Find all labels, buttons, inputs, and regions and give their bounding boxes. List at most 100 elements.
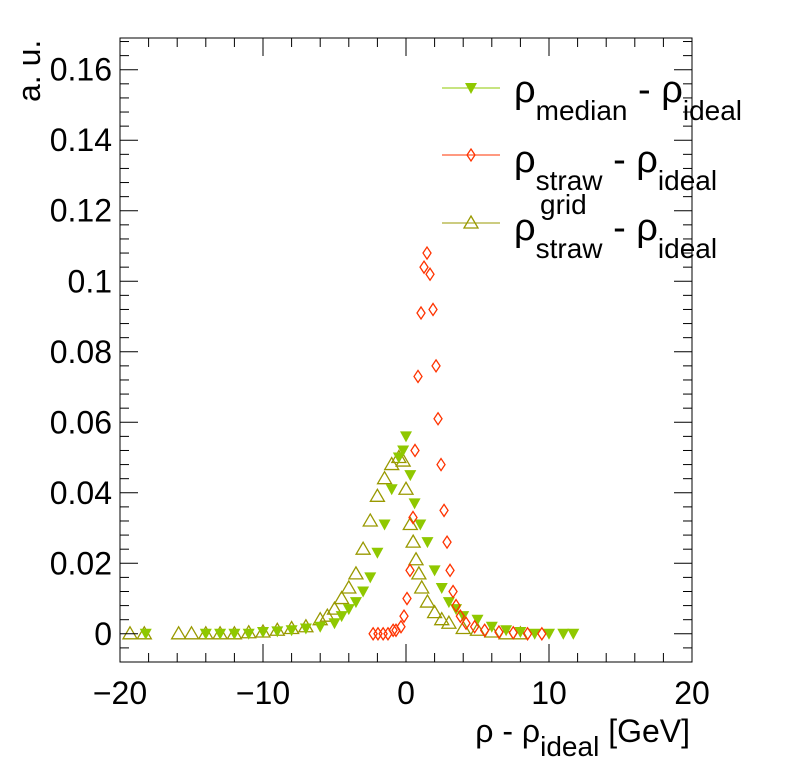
tick-labels: −20 −10 0 10 20 0 0.02 0.04 0.06 0.08 0.1 0.12 0.14 0… xyxy=(50,52,710,711)
data-point-series-1 xyxy=(422,245,432,261)
x-tick-label: 20 xyxy=(674,675,710,711)
x-axis-label: ρ - ρideal [GeV] xyxy=(475,713,690,762)
data-point-series-0 xyxy=(421,537,434,549)
data-point-series-1 xyxy=(402,591,412,606)
data-point-series-0 xyxy=(435,582,448,594)
data-point-series-1 xyxy=(494,624,504,640)
legend-entry-straw: ρstraw - ρideal xyxy=(442,139,717,196)
data-point-series-0 xyxy=(404,470,417,482)
data-point-series-1 xyxy=(469,619,480,634)
data-point-series-1 xyxy=(522,626,533,641)
data-point-series-0 xyxy=(528,628,541,640)
svg-text:ρstraw - ρideal: ρstraw - ρideal xyxy=(514,139,717,196)
y-tick-label: 0.08 xyxy=(50,334,112,370)
data-point-series-1 xyxy=(378,626,388,641)
plot-frame xyxy=(119,37,693,663)
data-point-series-0 xyxy=(408,498,421,510)
data-point-series-0 xyxy=(385,484,398,496)
x-tick-label: 10 xyxy=(531,675,567,711)
data-point-series-2 xyxy=(440,614,458,629)
data-point-series-0 xyxy=(392,452,405,464)
data-point-series-0 xyxy=(335,611,348,623)
data-point-series-0 xyxy=(428,565,441,577)
svg-text:ρstraw - ρideal: ρstraw - ρideal xyxy=(514,207,717,264)
data-point-series-2 xyxy=(347,565,365,580)
legend: ρmedian - ρideal ρstraw - ρideal ρstraw … xyxy=(442,69,742,264)
data-point-series-1 xyxy=(410,443,420,458)
data-point-series-0 xyxy=(557,628,570,640)
data-point-series-0 xyxy=(328,618,341,630)
data-point-series-0 xyxy=(371,547,384,559)
data-point-series-2 xyxy=(397,480,415,495)
data-point-series-0 xyxy=(257,627,269,639)
y-tick-label: 0 xyxy=(94,616,112,652)
data-point-series-1 xyxy=(442,534,452,550)
data-point-series-2 xyxy=(170,625,187,640)
data-point-series-2 xyxy=(121,625,139,640)
x-tick-label: 0 xyxy=(397,675,415,711)
data-point-series-2 xyxy=(426,604,443,619)
data-point-series-0 xyxy=(457,611,470,623)
data-point-series-0 xyxy=(543,628,555,640)
y-tick-label: 0.02 xyxy=(50,545,112,581)
data-point-series-2 xyxy=(333,590,350,605)
data-point-series-2 xyxy=(405,533,422,548)
y-tick-label: 0.12 xyxy=(50,193,112,229)
data-point-series-0 xyxy=(228,628,241,640)
axis-ticks xyxy=(119,38,693,663)
data-point-series-1 xyxy=(419,259,429,275)
data-point-series-0 xyxy=(378,519,391,531)
data-point-series-2 xyxy=(383,456,400,471)
data-point-series-0 xyxy=(442,597,455,609)
data-point-series-0 xyxy=(242,628,255,640)
y-axis-label: a. u. xyxy=(11,40,47,102)
data-point-series-1 xyxy=(416,305,426,321)
data-point-series-1 xyxy=(368,626,378,641)
data-point-series-0 xyxy=(471,614,484,626)
data-point-series-1 xyxy=(461,616,471,631)
data-point-series-0 xyxy=(139,628,152,640)
data-point-series-2 xyxy=(419,593,436,608)
data-point-series-0 xyxy=(567,628,580,640)
data-point-series-2 xyxy=(455,620,472,635)
data-point-series-1 xyxy=(431,358,441,374)
x-tick-label: −20 xyxy=(93,675,147,711)
data-point-series-1 xyxy=(537,626,547,641)
x-tick-label: −10 xyxy=(236,675,290,711)
data-point-series-0 xyxy=(299,623,312,635)
data-point-series-0 xyxy=(357,586,370,598)
y-tick-label: 0.1 xyxy=(68,263,112,299)
data-point-series-1 xyxy=(428,302,438,317)
legend-entry-grid-straw: ρstraw - ρideal grid xyxy=(442,189,717,264)
data-point-series-2 xyxy=(362,512,379,527)
data-point-series-0 xyxy=(314,621,327,633)
data-point-series-1 xyxy=(455,608,466,624)
legend-entry-median: ρmedian - ρideal xyxy=(442,69,742,126)
data-point-series-1 xyxy=(425,267,435,282)
legend-marker-2 xyxy=(462,214,480,229)
data-point-series-2 xyxy=(402,516,419,531)
data-point-series-0 xyxy=(199,628,212,640)
data-point-series-1 xyxy=(399,608,409,624)
data-point-series-0 xyxy=(349,597,362,609)
data-point-series-0 xyxy=(214,628,227,640)
data-point-series-2 xyxy=(407,551,425,566)
data-point-series-0 xyxy=(397,445,410,457)
data-point-series-0 xyxy=(414,519,427,531)
data-point-series-2 xyxy=(376,470,393,485)
data-point-series-2 xyxy=(413,579,430,594)
data-point-series-2 xyxy=(340,579,357,594)
svg-text:grid: grid xyxy=(540,189,587,220)
data-marks xyxy=(121,245,580,641)
data-point-series-2 xyxy=(369,488,386,502)
legend-marker-0 xyxy=(465,83,477,94)
y-tick-label: 0.16 xyxy=(50,52,112,88)
data-point-series-0 xyxy=(485,621,498,633)
data-point-series-1 xyxy=(508,625,519,640)
data-point-series-1 xyxy=(439,503,449,518)
legend-marker-1 xyxy=(466,147,476,163)
y-tick-label: 0.06 xyxy=(50,404,112,440)
y-tick-label: 0.14 xyxy=(50,122,112,158)
data-point-series-1 xyxy=(436,457,446,472)
